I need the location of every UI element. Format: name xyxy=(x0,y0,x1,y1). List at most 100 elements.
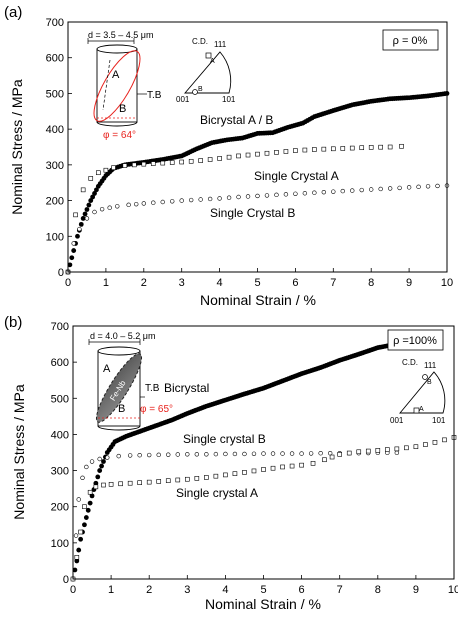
panel-b-single-crystal-b-point xyxy=(270,451,276,456)
panel-a-single-crystal-a-point xyxy=(293,148,298,153)
panel-b-bicrystal-point xyxy=(101,459,106,464)
panel-b-pole-figure: C.D. 111 001 101 A B xyxy=(390,358,446,425)
panel-b-single-crystal-b-point xyxy=(156,452,161,458)
panel-b-single-crystal-b-point xyxy=(223,451,228,457)
panel-a-single-crystal-a-point xyxy=(111,165,116,171)
panel-b-bicrystal-point xyxy=(83,515,89,520)
panel-a-y-tick-label: 0 xyxy=(58,267,64,279)
panel-b-single-crystal-b-point xyxy=(166,452,171,457)
panel-b-single-crystal-b-point xyxy=(137,453,142,458)
panel-a-single-crystal-a-point xyxy=(103,167,109,173)
panel-b-single-crystal-b-point xyxy=(185,452,190,457)
panel-b-fe-nb-layer xyxy=(95,353,143,423)
panel-a-condition-label: ρ = 0% xyxy=(393,35,428,47)
panel-a-x-tick-label: 6 xyxy=(292,277,298,289)
panel-a-single-crystal-b-point xyxy=(84,216,90,221)
panel-a-single-crystal-b-point xyxy=(350,188,355,193)
panel-b-pole-111: 111 xyxy=(424,361,437,370)
panel-a-single-crystal-b-point xyxy=(99,206,105,212)
panel-b-single-crystal-b-point xyxy=(308,451,314,456)
panel-b-single-crystal-b-point xyxy=(251,451,257,456)
panel-a-single-crystal-a-point xyxy=(312,147,317,152)
panel-b-single-crystal-a-point xyxy=(118,481,123,487)
panel-a-single-crystal-a-point xyxy=(264,150,270,156)
panel-b-single-crystal-b-point xyxy=(89,459,95,464)
panel-b-single-crystal-b-point xyxy=(73,533,79,538)
panel-b-single-crystal-a-point xyxy=(185,476,190,482)
panel-b-bicrystal-point xyxy=(89,493,95,499)
panel-a-single-crystal-b-point xyxy=(331,189,336,194)
panel-b-series-label-bicrystal: Bicrystal xyxy=(164,381,209,395)
panel-a-single-crystal-a-point xyxy=(80,187,86,193)
panel-b-x-tick-label: 6 xyxy=(299,584,305,596)
panel-a-y-tick-label: 500 xyxy=(46,88,64,100)
panel-a-condition-box xyxy=(382,29,439,51)
panel-a-single-crystal-a-point xyxy=(96,170,101,176)
panel-b-series-label-single-b: Single crystal B xyxy=(183,432,266,446)
panel-a-phi-label: φ = 64° xyxy=(103,130,136,141)
panel-a-single-crystal-b-point xyxy=(340,188,345,194)
panel-a-series-single-crystal-a xyxy=(65,143,404,275)
panel-b-point-a-marker xyxy=(413,407,420,414)
panel-a-single-crystal-b-point xyxy=(236,194,241,200)
panel-a-single-crystal-a-point xyxy=(217,156,222,161)
panel-b-y-tick-label: 500 xyxy=(51,393,69,405)
panel-b-x-tick-label: 8 xyxy=(375,584,381,596)
panel-b-series-single-crystal-a xyxy=(70,435,457,582)
panel-a-single-crystal-a-point xyxy=(283,149,289,154)
panel-a-point-a-label: A xyxy=(210,58,215,65)
panel-b-single-crystal-a-point xyxy=(375,448,381,453)
panel-b-bicrystal-point xyxy=(72,567,78,573)
panel-a-single-crystal-b-point xyxy=(245,194,251,199)
panel-a-single-crystal-a-point xyxy=(122,163,128,168)
panel-a-single-crystal-b-point xyxy=(126,202,131,208)
panel-b-x-axis-label: Nominal Strain / % xyxy=(205,596,321,612)
panel-b-single-crystal-a-point xyxy=(394,446,400,452)
panel-a-single-crystal-b-point xyxy=(255,193,260,199)
panel-b-x-tick-label: 0 xyxy=(70,584,76,596)
panel-a-single-crystal-b-point xyxy=(71,241,76,246)
panel-b-cd-label: C.D. xyxy=(402,358,418,367)
panel-b-grain-a-label: A xyxy=(103,363,111,375)
panel-a-y-tick-label: 100 xyxy=(46,231,64,243)
panel-a-single-crystal-b-point xyxy=(264,193,270,198)
panel-a-single-crystal-b-point xyxy=(115,204,120,209)
panel-b-single-crystal-a-point xyxy=(137,480,142,485)
panel-a-bicrystal-a-b-point xyxy=(75,233,80,239)
panel-a-single-crystal-b-point xyxy=(283,192,289,197)
panel-a-single-crystal-a-point xyxy=(321,146,327,152)
panel-a-x-tick-label: 10 xyxy=(441,277,453,289)
panel-a-single-crystal-b-point xyxy=(92,209,97,215)
panel-a-pole-101: 101 xyxy=(222,95,236,104)
panel-a-point-b-marker xyxy=(192,89,198,95)
panel-a-bicrystal-a-b-point xyxy=(78,221,84,227)
panel-a-single-crystal-a-point xyxy=(207,157,213,162)
panel-b-chart: (b) 0 1 2 3 4 5 6 7 8 9 10 0100200300400500600700 … xyxy=(4,314,458,612)
panel-b-single-crystal-b-point xyxy=(232,451,238,457)
panel-b-single-crystal-a-point xyxy=(204,475,209,480)
panel-b-single-crystal-b-point xyxy=(127,453,133,458)
panel-a-single-crystal-b-point xyxy=(425,184,431,189)
panel-a-single-crystal-a-point xyxy=(245,152,251,158)
panel-b-single-crystal-b-point xyxy=(204,452,209,457)
panel-a-x-tick-label: 4 xyxy=(217,277,223,289)
panel-b-bicrystal-point xyxy=(97,468,103,473)
panel-a-x-tick-label: 7 xyxy=(330,277,336,289)
panel-b-single-crystal-b-point xyxy=(147,452,152,458)
panel-a-bicrystal-a-b-point xyxy=(71,248,77,253)
panel-b-single-crystal-a-point xyxy=(356,449,362,455)
panel-b-pole-101: 101 xyxy=(432,416,446,425)
panel-a-single-crystal-a-point xyxy=(188,158,194,164)
panel-a-single-crystal-b-point xyxy=(77,226,82,232)
panel-b-single-crystal-a-point xyxy=(322,457,327,463)
panel-b-point-a-label: A xyxy=(419,406,424,413)
panel-a-single-crystal-b-point xyxy=(406,185,412,190)
panel-b-single-crystal-b-point xyxy=(289,451,295,456)
panel-a-y-tick-label: 400 xyxy=(46,124,64,136)
panel-a-bicrystal-a-b-point xyxy=(86,202,92,208)
panel-b-single-crystal-a-point xyxy=(251,468,257,474)
panel-a-single-crystal-a-point xyxy=(274,150,279,155)
panel-a-single-crystal-a-point xyxy=(169,160,175,165)
panel-b-bicrystal-point xyxy=(74,558,80,564)
